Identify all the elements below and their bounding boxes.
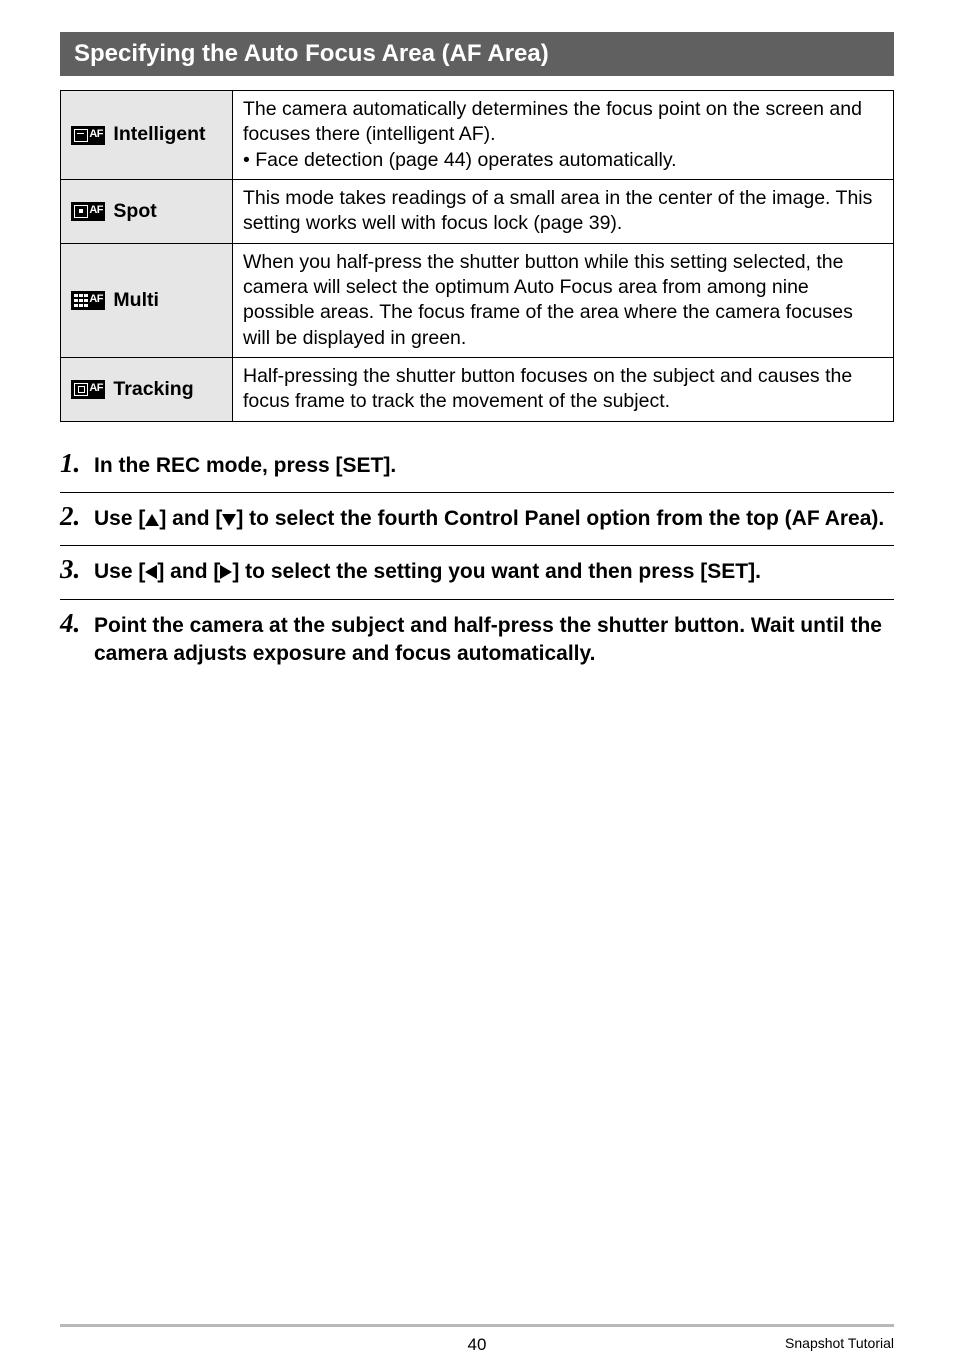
mode-desc: When you half-press the shutter button w… bbox=[233, 243, 894, 357]
intelligent-icon: AF bbox=[71, 126, 105, 145]
step-number: 4. bbox=[60, 610, 86, 637]
tracking-icon: AF bbox=[71, 380, 105, 399]
page-footer: 40 Snapshot Tutorial bbox=[60, 1324, 894, 1333]
step-3: 3. Use [] and [] to select the setting y… bbox=[60, 545, 894, 598]
step-text: In the REC mode, press [SET]. bbox=[94, 450, 396, 480]
mode-cell-tracking: AF Tracking bbox=[61, 358, 233, 422]
mode-cell-intelligent: AF Intelligent bbox=[61, 91, 233, 180]
multi-icon: AF bbox=[71, 291, 105, 310]
desc-line: Half-pressing the shutter button focuses… bbox=[243, 364, 883, 415]
section-header: Specifying the Auto Focus Area (AF Area) bbox=[60, 32, 894, 76]
desc-line: Face detection (page 44) operates automa… bbox=[243, 148, 883, 173]
mode-cell-multi: AF Multi bbox=[61, 243, 233, 357]
mode-desc: The camera automatically determines the … bbox=[233, 91, 894, 180]
table-row: AF Tracking Half-pressing the shutter bu… bbox=[61, 358, 894, 422]
step-text: Use [] and [] to select the fourth Contr… bbox=[94, 503, 884, 533]
step-text: Use [] and [] to select the setting you … bbox=[94, 556, 761, 586]
spot-icon: AF bbox=[71, 202, 105, 221]
right-arrow-icon bbox=[220, 565, 232, 579]
step-number: 3. bbox=[60, 556, 86, 583]
desc-line: When you half-press the shutter button w… bbox=[243, 250, 883, 351]
step-text: Point the camera at the subject and half… bbox=[94, 610, 894, 669]
table-row: AF Multi When you half-press the shutter… bbox=[61, 243, 894, 357]
steps-list: 1. In the REC mode, press [SET]. 2. Use … bbox=[60, 440, 894, 681]
page-number: 40 bbox=[468, 1335, 487, 1355]
up-arrow-icon bbox=[145, 514, 159, 526]
mode-desc: This mode takes readings of a small area… bbox=[233, 180, 894, 244]
table-row: AF Intelligent The camera automatically … bbox=[61, 91, 894, 180]
mode-label: Multi bbox=[113, 289, 158, 311]
step-4: 4. Point the camera at the subject and h… bbox=[60, 599, 894, 681]
step-number: 2. bbox=[60, 503, 86, 530]
left-arrow-icon bbox=[145, 565, 157, 579]
step-1: 1. In the REC mode, press [SET]. bbox=[60, 440, 894, 492]
mode-label: Tracking bbox=[113, 378, 193, 400]
mode-cell-spot: AF Spot bbox=[61, 180, 233, 244]
mode-label: Spot bbox=[113, 200, 156, 222]
mode-label: Intelligent bbox=[113, 123, 205, 145]
desc-line: The camera automatically determines the … bbox=[243, 97, 883, 148]
mode-desc: Half-pressing the shutter button focuses… bbox=[233, 358, 894, 422]
table-row: AF Spot This mode takes readings of a sm… bbox=[61, 180, 894, 244]
af-area-table: AF Intelligent The camera automatically … bbox=[60, 90, 894, 422]
desc-line: This mode takes readings of a small area… bbox=[243, 186, 883, 237]
step-2: 2. Use [] and [] to select the fourth Co… bbox=[60, 492, 894, 545]
down-arrow-icon bbox=[222, 514, 236, 526]
step-number: 1. bbox=[60, 450, 86, 477]
footer-label: Snapshot Tutorial bbox=[785, 1335, 894, 1351]
